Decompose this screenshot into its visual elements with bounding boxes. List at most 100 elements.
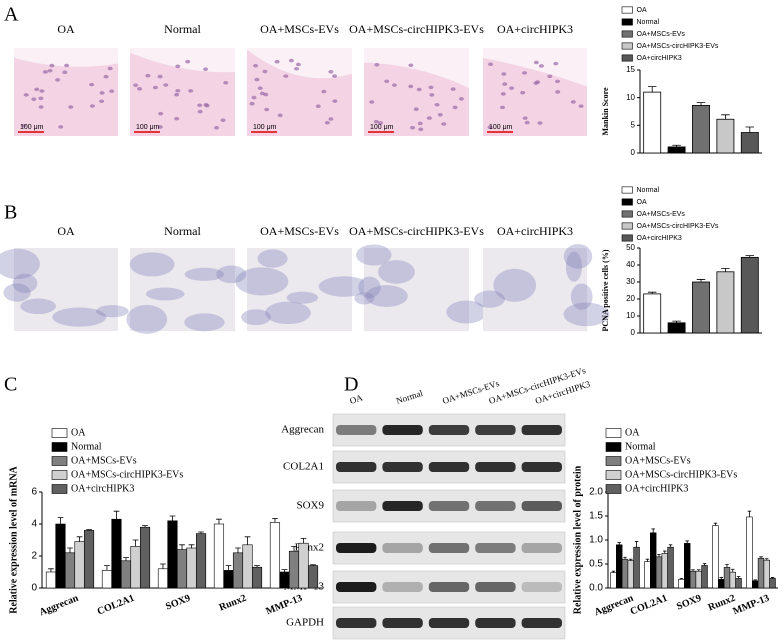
bar [729,571,736,589]
error-bar [747,510,752,517]
error-bar [696,279,706,282]
legend-swatch [621,186,633,194]
bar [678,579,685,589]
tissue [356,244,392,266]
cell [416,87,422,92]
error-bar [697,569,701,572]
bar [716,118,735,154]
tissue-edge [14,48,118,67]
error-bar [770,577,775,579]
tissue [570,283,593,310]
tissue [265,301,311,325]
cell [570,100,576,104]
x-tick-label: Aggrecan [593,593,635,619]
bar [101,570,113,589]
legend-swatch [51,428,68,438]
cell [487,125,493,129]
error-bar [731,568,735,573]
bar [64,552,76,589]
y-tick-label: 0 [631,328,636,337]
cell [254,77,260,82]
tissue [565,251,582,282]
bar [692,281,710,334]
tissue [0,248,40,280]
bar [712,525,719,589]
panel-label: B [4,202,17,224]
bar [288,550,300,589]
y-tick-label: 1.5 [589,511,603,522]
x-tick-label: COL2A1 [96,593,136,618]
cell [174,92,180,97]
scale-bar-label: 100 μm [370,124,394,131]
legend-swatch [605,456,622,466]
cell [578,104,584,108]
bar [689,570,697,589]
legend-label: OA+MSCs-circHIPK3-EVs [637,43,719,50]
bar [130,546,141,589]
bar [633,546,640,589]
image-label: Normal [164,22,201,36]
blot-band [475,582,516,592]
blot-band [336,582,377,592]
bar [763,559,770,589]
error-bar [216,518,222,524]
tissue [52,307,107,327]
tissue [184,267,225,281]
cell [185,59,191,64]
bar [757,557,765,589]
cell [38,96,44,101]
image-label: OA+MSCs-EVs [260,224,339,238]
blot-row-label: SOX9 [296,500,324,512]
bar [83,530,95,589]
bar [111,518,122,589]
error-bar [679,578,684,580]
y-axis-label: PCNA positive cells (%) [601,249,610,331]
tissue [358,276,381,299]
error-bar [254,565,260,568]
image-label: OA [57,224,75,238]
error-bar [753,579,757,581]
cell [426,116,432,120]
cell [157,74,163,79]
legend-swatch [621,210,633,218]
blot-band [336,618,377,628]
y-tick-label: 4 [31,519,37,530]
error-bar [617,542,621,545]
bar [45,571,57,589]
error-bar [651,528,655,533]
bar [746,516,753,589]
cell [137,87,143,91]
tissue [474,290,505,308]
error-bar [281,569,288,572]
cell [89,82,95,87]
cell [251,95,257,100]
error-bar [67,547,73,553]
tissue [129,252,175,277]
bar [279,571,290,589]
bar [223,570,234,589]
error-bar [235,547,241,553]
legend-label: OA+MSCs-circHIPK3-EVs [625,469,737,480]
blot-band [428,462,470,472]
tissue [145,287,185,301]
legend-swatch [605,470,622,480]
bar [752,580,759,589]
cell [158,111,164,116]
bar [718,579,725,589]
blot-band [382,618,423,628]
error-bar [113,510,120,520]
legend-label: OA [71,427,86,438]
tissue [216,265,247,284]
x-tick-label: SOX9 [164,593,192,613]
y-tick-label: 10 [626,311,635,320]
cell [533,81,539,85]
cell [328,117,334,121]
tissue [318,276,370,297]
bar [55,523,66,589]
cell [49,63,55,68]
x-tick-label: COL2A1 [629,593,669,618]
error-bar [696,102,706,106]
cell [64,63,70,68]
cell [34,87,40,92]
error-bar [647,86,657,93]
